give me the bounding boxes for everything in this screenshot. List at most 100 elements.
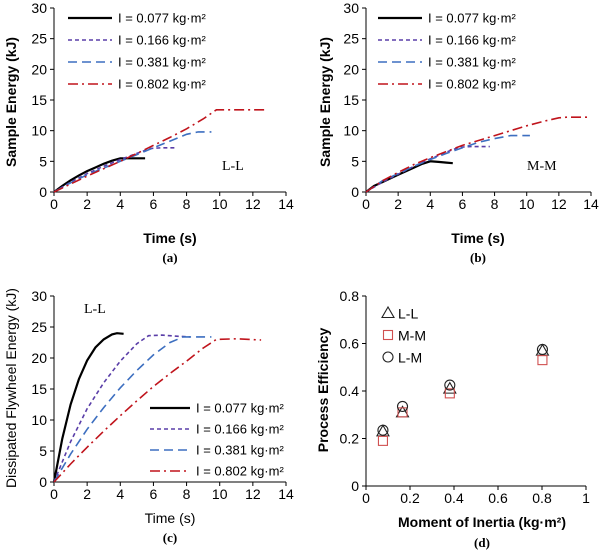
panel-b-legend-label-3: I = 0.381 kg·m² — [428, 55, 516, 70]
panel-d-x-tick-label: 0 — [362, 490, 370, 506]
panel-b-y-tick-label: 0 — [351, 184, 359, 200]
panel-a-ylabel: Sample Energy (kJ) — [3, 37, 19, 167]
panel-a-y-tick-label: 20 — [31, 61, 47, 77]
panel-c-y-tick-label: 30 — [31, 288, 47, 304]
panel-d-point-m-m-3 — [444, 388, 455, 399]
panel-d-y-tick-label: 0.4 — [340, 383, 360, 399]
panel-d-y-tick-label: 0 — [351, 478, 359, 494]
panel-a-series-line-4 — [53, 109, 265, 193]
panel-a-x-tick-label: 10 — [212, 196, 228, 212]
panel-a-sample-energy-ll: Sample Energy (kJ) Time (s) L-L (a) 0 2 4 6… — [3, 0, 294, 265]
panel-c-legend-label-2: I = 0.166 kg·m² — [196, 422, 284, 437]
panel-a-legend-label-2: I = 0.166 kg·m² — [118, 33, 206, 48]
panel-c-x-tick-label: 12 — [245, 486, 261, 502]
panel-d-x-tick-label: 1 — [582, 490, 590, 506]
panel-c-legend-label-4: I = 0.802 kg·m² — [196, 464, 284, 479]
panel-a-legend-label-3: I = 0.381 kg·m² — [118, 55, 206, 70]
panel-b-y-tick-label: 30 — [343, 0, 359, 16]
panel-a-y-tick-label: 0 — [39, 184, 47, 200]
panel-d-point-l-m-2 — [396, 400, 409, 412]
panel-c-ylabel: Dissipated Flywheel Energy (kJ) — [3, 288, 19, 488]
panel-c-series-line-1 — [52, 332, 124, 483]
panel-d-legend-label-2: M-M — [398, 328, 426, 344]
panel-b-ylabel: Sample Energy (kJ) — [317, 37, 333, 167]
panel-a-y-tick-label: 5 — [39, 153, 47, 169]
panel-a-y-tick-label: 25 — [31, 31, 47, 47]
panel-d-point-l-m-4 — [536, 343, 548, 355]
panel-a-x-tick-label: 8 — [183, 196, 191, 212]
panel-d-x-tick-label: 0.8 — [532, 490, 552, 506]
panel-c-series-line-2 — [53, 334, 190, 483]
panel-c-y-tick-label: 10 — [31, 412, 47, 428]
panel-b-y-tick-label: 15 — [343, 92, 359, 108]
panel-b-sample-energy-mm: Sample Energy (kJ) Time (s) M-M (b) 0 2 4 6… — [317, 0, 599, 265]
panel-b-y-tick-label: 5 — [351, 153, 359, 169]
panel-a-series-line-1 — [53, 157, 146, 193]
panel-d-xlabel: Moment of Inertia (kg·m²) — [398, 514, 566, 530]
panel-a-x-tick-label: 6 — [150, 196, 158, 212]
panel-c-caption: (c) — [163, 530, 177, 545]
panel-a-legend-label-4: I = 0.802 kg·m² — [118, 77, 206, 92]
panel-d-process-efficiency: Process Efficiency Moment of Inertia (kg… — [315, 288, 590, 550]
panel-b-x-tick-label: 2 — [394, 196, 402, 212]
panel-b-x-tick-label: 0 — [362, 196, 370, 212]
panel-c-series-line-3 — [53, 336, 212, 483]
panel-b-y-tick-label: 25 — [343, 31, 359, 47]
panel-d-point-m-m-4 — [537, 355, 548, 366]
panel-b-x-tick-label: 8 — [491, 196, 499, 212]
panel-b-series-line-2 — [365, 145, 490, 193]
panel-b-x-tick-label: 4 — [426, 196, 434, 212]
panel-b-legend-label-2: I = 0.166 kg·m² — [428, 33, 516, 48]
panel-b-series-line-4 — [365, 116, 591, 193]
panel-c-x-tick-label: 6 — [150, 486, 158, 502]
panel-a-annotation: L-L — [222, 159, 244, 174]
panel-d-y-tick-label: 0.8 — [340, 288, 360, 304]
panel-a-series-line-3 — [53, 131, 212, 193]
panel-c-x-tick-label: 10 — [212, 486, 228, 502]
panel-d-point-l-l-3 — [442, 381, 457, 394]
panel-d-legend-marker-1 — [381, 305, 395, 319]
panel-a-y-tick-label: 30 — [31, 0, 47, 16]
panel-c-legend-label-1: I = 0.077 kg·m² — [196, 401, 284, 416]
panel-d-ylabel: Process Efficiency — [315, 328, 331, 453]
panel-d-x-tick-label: 0.2 — [400, 490, 420, 506]
panel-d-legend-label-3: L-M — [398, 350, 422, 366]
panel-d-y-tick-label: 0.2 — [340, 431, 360, 447]
panel-c-y-tick-label: 20 — [31, 350, 47, 366]
panel-c-legend-label-3: I = 0.381 kg·m² — [196, 443, 284, 458]
panel-c-series-line-4 — [53, 337, 262, 483]
panel-c-dissipated-energy-ll: Dissipated Flywheel Energy (kJ) Time (s)… — [3, 288, 294, 545]
panel-b-caption: (b) — [470, 250, 486, 265]
panel-a-legend-label-1: I = 0.077 kg·m² — [118, 11, 206, 26]
panel-a-xlabel: Time (s) — [143, 230, 196, 246]
panel-d-legend-label-1: L-L — [398, 306, 418, 322]
panel-c-x-tick-label: 2 — [83, 486, 91, 502]
panel-b-x-tick-label: 10 — [519, 196, 535, 212]
panel-b-y-tick-label: 10 — [343, 123, 359, 139]
panel-b-series-line-3 — [365, 134, 530, 193]
panel-b-xlabel: Time (s) — [451, 230, 504, 246]
panel-d-point-l-m-3 — [444, 379, 456, 391]
panel-d-legend-marker-3 — [382, 351, 394, 363]
panel-d-y-tick-label: 0.6 — [340, 336, 360, 352]
panel-c-xlabel: Time (s) — [145, 510, 196, 526]
panel-c-x-tick-label: 0 — [50, 486, 58, 502]
panel-a-x-tick-label: 2 — [83, 196, 91, 212]
panel-c-y-tick-label: 15 — [31, 381, 47, 397]
panel-b-x-tick-label: 14 — [583, 196, 599, 212]
panel-c-x-tick-label: 14 — [278, 486, 294, 502]
panel-b-legend-label-1: I = 0.077 kg·m² — [428, 11, 516, 26]
panel-a-x-tick-label: 4 — [116, 196, 124, 212]
panel-b-series-line-1 — [365, 160, 453, 193]
panel-d-x-tick-label: 0.6 — [488, 490, 508, 506]
panel-d-caption: (d) — [474, 535, 490, 550]
panel-b-x-tick-label: 6 — [459, 196, 467, 212]
panel-b-annotation: M-M — [527, 159, 557, 174]
panel-a-x-tick-label: 0 — [50, 196, 58, 212]
panel-c-x-tick-label: 4 — [116, 486, 124, 502]
panel-d-point-l-m-1 — [377, 424, 389, 436]
panel-b-x-tick-label: 12 — [551, 196, 567, 212]
panel-a-x-tick-label: 12 — [245, 196, 261, 212]
panel-c-y-tick-label: 25 — [31, 319, 47, 335]
panel-a-y-tick-label: 10 — [31, 123, 47, 139]
